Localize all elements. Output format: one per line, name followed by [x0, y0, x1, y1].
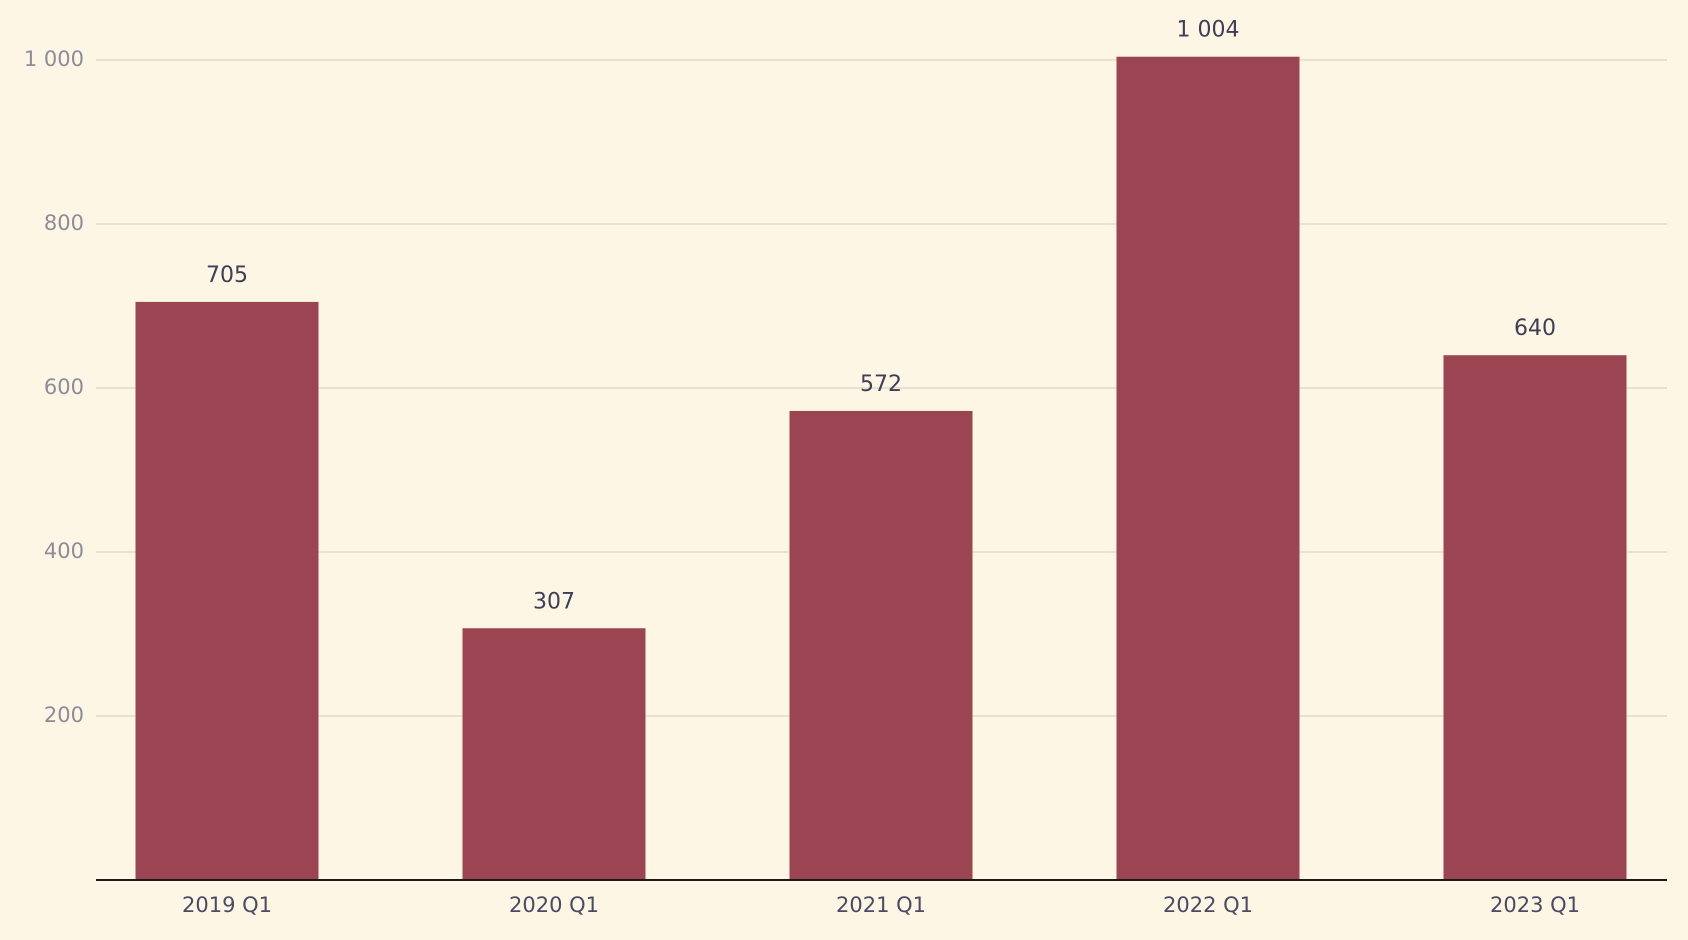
x-tick-label: 2019 Q1 — [182, 893, 272, 917]
y-tick-label: 1 000 — [24, 47, 84, 71]
y-tick-label: 600 — [44, 375, 84, 399]
bar — [1443, 355, 1627, 880]
value-label: 307 — [533, 589, 575, 614]
value-label: 1 004 — [1177, 18, 1240, 43]
x-tick-label: 2022 Q1 — [1163, 893, 1253, 917]
value-label: 572 — [860, 372, 902, 397]
y-tick-label: 800 — [44, 211, 84, 235]
value-label: 705 — [206, 263, 248, 288]
x-tick-label: 2021 Q1 — [836, 893, 926, 917]
x-tick-label: 2023 Q1 — [1490, 893, 1580, 917]
y-tick-label: 200 — [44, 703, 84, 727]
bar — [1116, 56, 1300, 881]
value-label: 640 — [1514, 316, 1556, 341]
bar — [462, 628, 646, 880]
bar — [135, 301, 319, 880]
bar — [789, 410, 973, 880]
x-tick-label: 2020 Q1 — [509, 893, 599, 917]
y-tick-label: 400 — [44, 539, 84, 563]
